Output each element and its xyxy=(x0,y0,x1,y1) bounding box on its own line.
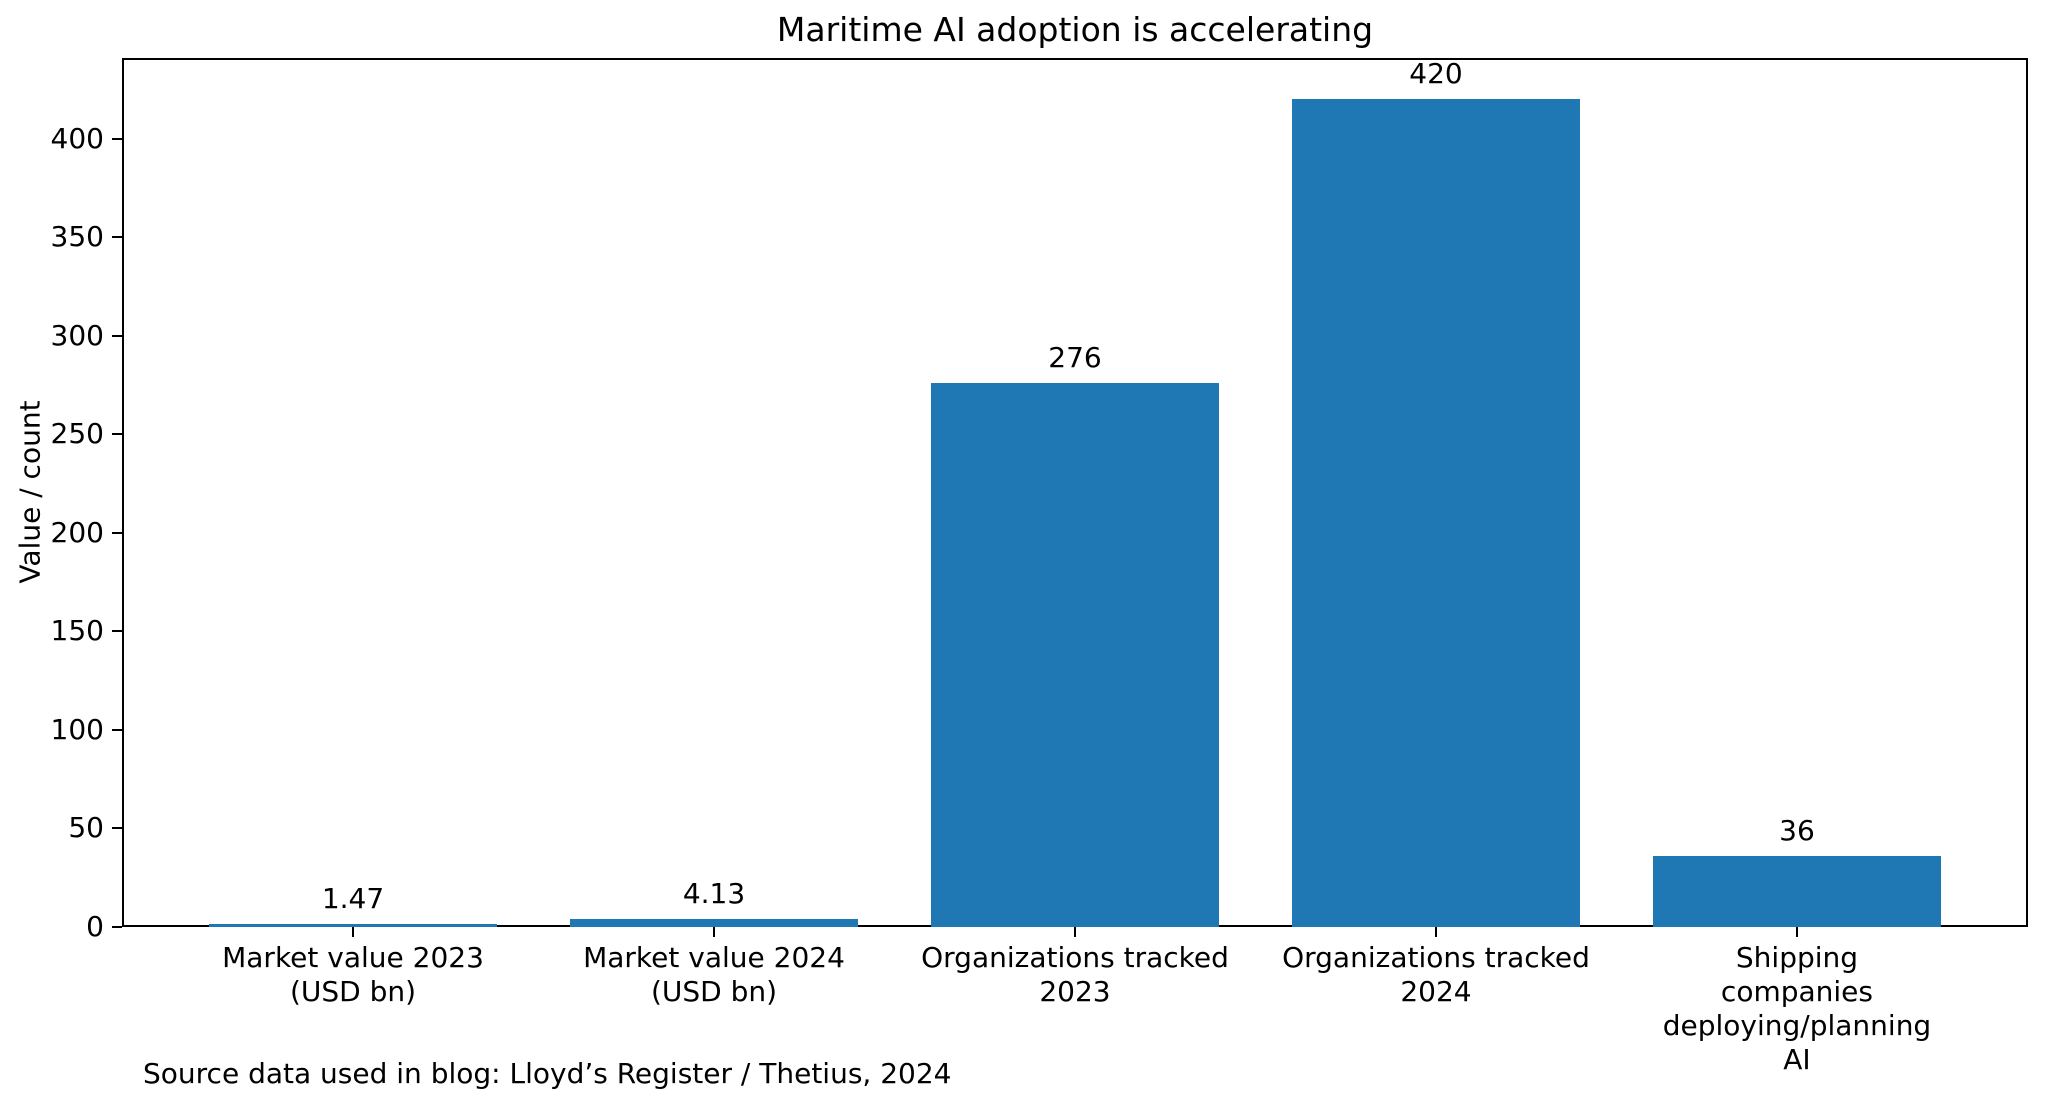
y-tick-mark xyxy=(112,728,122,731)
bar-value-label: 420 xyxy=(1409,57,1463,91)
y-tick-mark xyxy=(112,137,122,140)
y-tick-label: 100 xyxy=(50,712,104,746)
y-tick-mark xyxy=(112,433,122,436)
y-tick-label: 200 xyxy=(50,515,104,549)
x-tick-mark xyxy=(1074,927,1076,937)
bar xyxy=(208,924,498,927)
source-note: Source data used in blog: Lloyd’s Regist… xyxy=(143,1057,952,1090)
x-tick-label: Market value 2023 (USD bn) xyxy=(222,941,484,1008)
y-tick-label: 300 xyxy=(50,318,104,352)
bar xyxy=(1291,99,1581,927)
chart-title: Maritime AI adoption is accelerating xyxy=(776,10,1374,49)
bar-value-label: 36 xyxy=(1779,814,1815,848)
bar-value-label: 276 xyxy=(1048,341,1102,375)
x-tick-label: Market value 2024 (USD bn) xyxy=(583,941,845,1008)
x-tick-mark xyxy=(352,927,355,937)
y-tick-mark xyxy=(112,926,122,928)
x-tick-label: Organizations tracked 2023 xyxy=(921,941,1229,1008)
y-tick-mark xyxy=(112,334,122,337)
x-tick-label: Shipping companies deploying/planning AI xyxy=(1662,941,1932,1076)
x-tick-label: Organizations tracked 2024 xyxy=(1282,941,1590,1008)
y-tick-label: 0 xyxy=(86,910,104,943)
y-tick-label: 250 xyxy=(50,417,104,451)
y-tick-label: 150 xyxy=(50,614,104,648)
y-tick-mark xyxy=(112,630,122,633)
bar xyxy=(569,918,859,927)
bar xyxy=(930,383,1220,927)
y-axis-label: Value / count xyxy=(13,400,47,584)
bar-value-label: 1.47 xyxy=(321,882,385,916)
bar-value-label: 4.13 xyxy=(682,876,746,910)
bar xyxy=(1652,856,1942,927)
y-tick-label: 350 xyxy=(50,220,104,254)
y-tick-mark xyxy=(112,531,122,534)
x-tick-mark xyxy=(713,927,715,937)
x-tick-mark xyxy=(1434,927,1437,937)
x-tick-mark xyxy=(1795,927,1798,937)
y-tick-label: 50 xyxy=(68,811,104,845)
y-tick-mark xyxy=(112,827,122,830)
y-tick-mark xyxy=(112,236,122,239)
y-tick-label: 400 xyxy=(50,121,104,155)
